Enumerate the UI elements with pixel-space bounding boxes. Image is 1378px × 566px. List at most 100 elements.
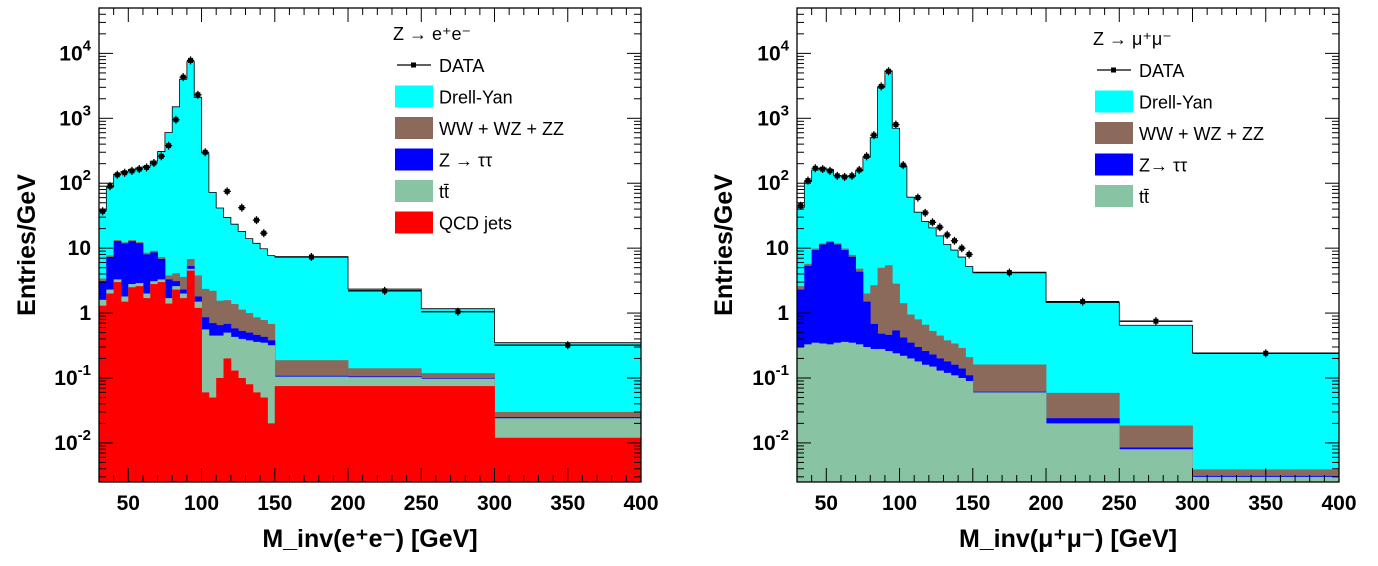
bar-ttbar-16: [914, 361, 922, 482]
data-point-9: [166, 143, 172, 149]
data-point-4: [129, 168, 135, 174]
x-tick-label-100: 100: [184, 492, 219, 515]
bar-ttbar-13: [892, 353, 900, 482]
data-point-7: [151, 160, 157, 166]
legend-mumu: Z → μ⁺μ⁻ DATA Drell-Yan WW + WZ + ZZ Z→ ττ t…: [1093, 29, 1264, 207]
panel-mumu: 50 100 150 200 250 300 350 400 10-2 10-1 1 10 102 103…: [710, 7, 1357, 553]
bar-qcd-24: [274, 386, 349, 482]
bar-qcd-23: [267, 423, 276, 482]
bar-ttbar-24: [972, 392, 1047, 482]
y-tick-label-2: 1: [79, 302, 91, 325]
bar-qcd-1: [106, 293, 115, 482]
bar-drell_yan-27: [1192, 352, 1340, 482]
legend-label-diboson: WW + WZ + ZZ: [439, 119, 564, 139]
data-point-1: [805, 178, 811, 184]
axis-ticks-mumu: 50 100 150 200 250 300 350 400 10-2 10-1 1 10 102 103…: [752, 7, 1357, 515]
bar-qcd-10: [172, 289, 180, 482]
data-point-25: [1153, 318, 1159, 324]
legend-label-ztautau: Z → ττ: [439, 151, 492, 171]
bar-ttbar-15: [906, 358, 915, 482]
data-point-4: [827, 168, 833, 174]
bar-ttbar-20: [943, 372, 952, 482]
x-tick-label-250: 250: [404, 492, 439, 515]
legend-label-ttbar: tt̄: [439, 182, 449, 202]
legend-swatch-ztautau: [1095, 153, 1133, 176]
y-tick-label-6: 104: [757, 37, 789, 65]
x-tick-label-300: 300: [1175, 492, 1210, 515]
y-axis-title-mumu: Entries/GeV: [710, 174, 738, 316]
x-tick-label-400: 400: [623, 492, 658, 515]
legend-marker-data: [411, 62, 416, 68]
data-points-ee: [99, 56, 641, 350]
data-point-16: [922, 210, 928, 216]
legend-swatch-ttbar: [1095, 185, 1133, 207]
data-point-23: [1006, 270, 1012, 276]
panel-ee: 50 100 150 200 250 300 350 400 10-2 10-1 1 10 102 103…: [13, 7, 659, 553]
bar-ttbar-21: [950, 375, 959, 482]
data-point-19: [944, 232, 950, 238]
data-point-6: [842, 174, 848, 180]
x-axis-title-ee: M_inv(e⁺e⁻) [GeV]: [262, 525, 477, 553]
data-point-9: [864, 153, 870, 159]
legend-swatch-diboson: [1095, 122, 1133, 144]
data-point-19: [308, 254, 314, 260]
bar-ttbar-22: [958, 377, 966, 482]
bar-qcd-21: [252, 392, 261, 482]
legend-label-data: DATA: [1139, 61, 1184, 81]
bar-qcd-5: [135, 286, 144, 482]
y-tick-label-3: 10: [766, 237, 789, 260]
data-point-15: [224, 188, 230, 194]
legend-ee: Z → e⁺e⁻ DATA Drell-Yan WW + WZ + ZZ Z → ττ…: [393, 24, 564, 234]
bar-ttbar-17: [921, 364, 930, 482]
y-tick-label-0: 10-2: [54, 427, 91, 455]
data-point-13: [893, 122, 899, 128]
legend-label-qcd: QCD jets: [439, 214, 512, 234]
x-tick-label-50: 50: [117, 492, 140, 515]
data-point-10: [871, 132, 877, 138]
y-tick-label-2: 1: [777, 302, 789, 325]
data-point-13: [195, 92, 201, 98]
x-tick-label-350: 350: [1248, 492, 1283, 515]
data-point-21: [959, 245, 965, 251]
y-axis-title-ee: Entries/GeV: [13, 174, 41, 316]
bar-qcd-12: [186, 270, 195, 482]
y-tick-label-5: 103: [59, 102, 91, 130]
x-tick-label-50: 50: [815, 492, 838, 515]
legend-swatch-drell_yan: [1095, 90, 1133, 113]
plot-frame-mumu: [796, 7, 1340, 483]
legend-swatch-ztautau: [395, 148, 433, 171]
data-point-1: [107, 183, 113, 189]
data-point-12: [188, 57, 194, 63]
bar-qcd-0: [99, 305, 107, 482]
bar-qcd-26: [421, 386, 495, 482]
bar-qcd-6: [142, 298, 151, 482]
x-tick-label-150: 150: [955, 492, 990, 515]
data-point-14: [900, 162, 906, 168]
data-point-24: [1080, 299, 1086, 305]
bar-ttbar-7: [848, 342, 856, 482]
y-tick-label-6: 104: [59, 37, 91, 65]
x-tick-label-350: 350: [550, 492, 585, 515]
bar-qcd-14: [201, 392, 210, 482]
y-tick-label-4: 102: [59, 167, 91, 195]
y-tick-label-0: 10-2: [752, 427, 789, 455]
bar-qcd-13: [194, 307, 202, 482]
data-points-mumu: [797, 67, 1339, 358]
data-point-12: [886, 68, 892, 74]
bar-qcd-18: [230, 370, 239, 482]
data-point-3: [820, 166, 826, 172]
bar-ttbar-4: [826, 344, 835, 482]
bar-ttbar-26: [1119, 449, 1193, 482]
bar-ttbar-14: [899, 355, 908, 482]
bar-ttbar-10: [870, 348, 878, 482]
bar-qcd-7: [150, 284, 158, 482]
bar-ttbar-23: [965, 380, 974, 482]
data-point-6: [144, 164, 150, 170]
bar-qcd-8: [157, 282, 166, 482]
bar-ttbar-11: [877, 348, 886, 482]
x-tick-label-400: 400: [1321, 492, 1356, 515]
x-tick-label-100: 100: [882, 492, 917, 515]
data-point-8: [856, 167, 862, 173]
bar-ttbar-3: [818, 343, 827, 482]
data-point-3: [122, 170, 128, 176]
